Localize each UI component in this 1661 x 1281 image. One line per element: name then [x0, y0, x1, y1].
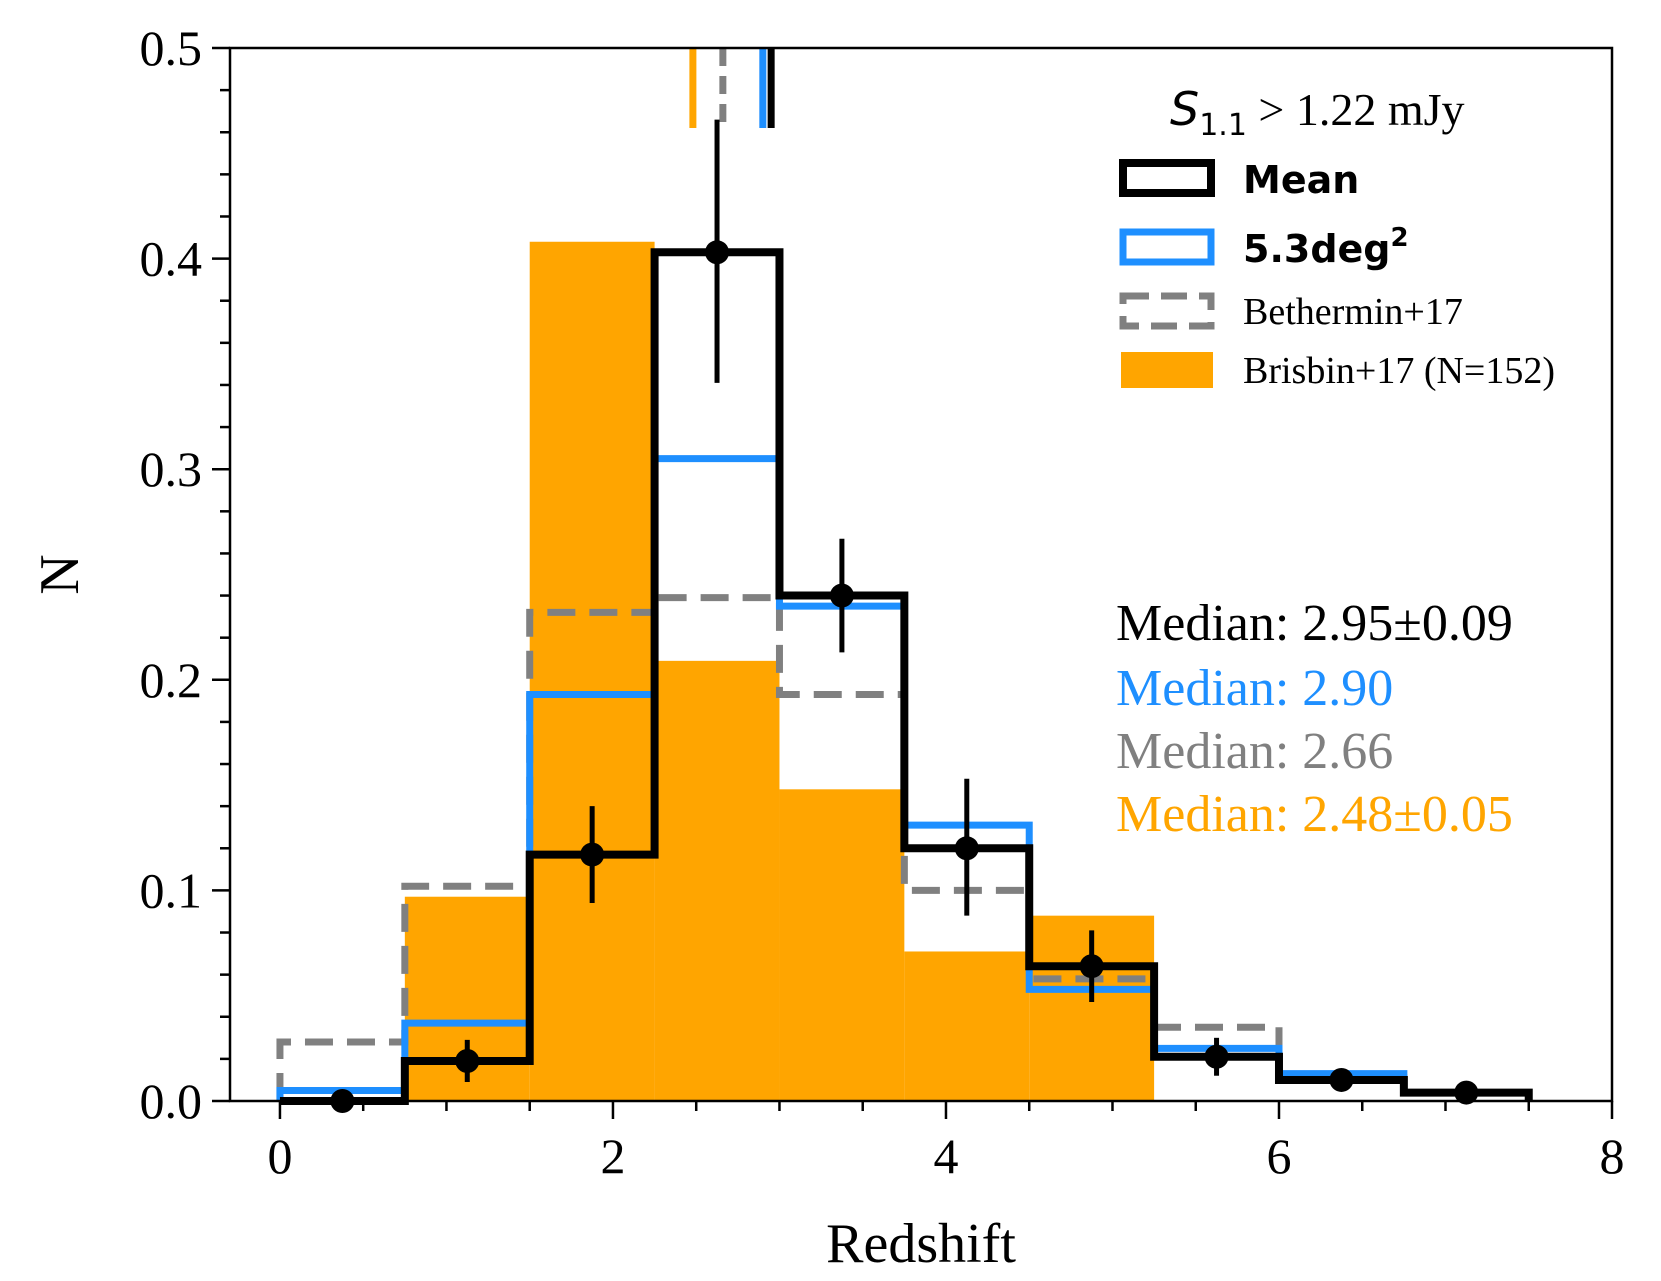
median-text-0: Median: 2.95±0.09 [1116, 595, 1513, 652]
legend-title-symbol: S [1170, 82, 1199, 136]
series-3-step [279, 248, 1533, 1105]
legend-swatch [1119, 228, 1215, 266]
data-point-4 [829, 583, 854, 608]
y-tick-label: 0.0 [140, 1073, 203, 1129]
legend-title-subscript: 1.1 [1199, 108, 1247, 143]
y-tick-label: 0.4 [140, 231, 203, 287]
median-text-1: Median: 2.90 [1116, 660, 1393, 717]
data-point-6 [1079, 954, 1104, 979]
y-tick-label: 0.2 [140, 652, 203, 708]
axes-layer: 0 2 4 6 8 0.0 0.1 0.2 0.3 0.4 0.5 Redshift N [29, 20, 1625, 1275]
legend-label: Brisbin+17 (N=152) [1243, 350, 1555, 392]
x-tick-label: 8 [1600, 1128, 1625, 1184]
x-tick-label: 4 [933, 1128, 958, 1184]
data-point-5 [954, 836, 979, 861]
legend-title: S1.1 > 1.22 mJy [1170, 82, 1465, 143]
legend-entry-0: Mean [1119, 158, 1359, 202]
median-text-block: Median: 2.95±0.09 Median: 2.90 Median: 2.6… [1116, 595, 1513, 843]
legend-swatch [1121, 352, 1213, 388]
legend-label-text: Mean [1243, 158, 1359, 202]
median-text-2: Median: 2.66 [1116, 723, 1393, 780]
error-bars-layer [330, 119, 1479, 1113]
legend-label-superscript: 2 [1391, 223, 1409, 253]
data-point-8 [1329, 1067, 1354, 1092]
y-tick-label: 0.1 [140, 862, 203, 918]
brisbin-bar-4 [779, 789, 905, 1101]
x-tick-label: 0 [267, 1128, 292, 1184]
legend-entry-2: Bethermin+17 [1119, 291, 1463, 333]
legend-label-text: Brisbin+17 (N=152) [1243, 350, 1555, 392]
data-point-9 [1454, 1080, 1479, 1105]
legend-label-text: Bethermin+17 [1243, 291, 1463, 333]
median-markers-layer [689, 48, 775, 128]
data-point-7 [1204, 1044, 1229, 1069]
y-axis-label: N [29, 554, 91, 594]
legend-title-rest: > 1.22 mJy [1247, 84, 1465, 135]
legend: S1.1 > 1.22 mJy Mean 5.3deg2 Bethermin+17 Br… [1119, 82, 1555, 392]
plot-frame [228, 46, 1614, 1103]
legend-entry-3: Brisbin+17 (N=152) [1121, 350, 1555, 392]
median-text-3: Median: 2.48±0.05 [1116, 786, 1513, 843]
data-point-1 [455, 1048, 480, 1073]
legend-label: Bethermin+17 [1243, 291, 1463, 333]
legend-label-text: 5.3deg [1243, 227, 1391, 271]
series-3-step-line [279, 248, 1533, 1105]
legend-swatch [1119, 292, 1215, 330]
brisbin-bars-layer [404, 241, 1155, 1101]
y-tick-label: 0.3 [140, 441, 203, 497]
y-tick-label: 0.5 [140, 20, 203, 76]
data-point-3 [705, 240, 730, 265]
legend-entry-1: 5.3deg2 [1119, 223, 1409, 271]
brisbin-bar-3 [654, 660, 780, 1101]
x-axis-label: Redshift [826, 1213, 1016, 1275]
legend-swatch [1119, 159, 1215, 197]
brisbin-bar-5 [904, 951, 1030, 1101]
data-point-2 [580, 842, 605, 867]
x-tick-label: 6 [1266, 1128, 1291, 1184]
x-tick-label: 2 [600, 1128, 625, 1184]
legend-label: 5.3deg2 [1243, 223, 1409, 271]
legend-label: Mean [1243, 158, 1359, 202]
brisbin-bar-2 [529, 241, 655, 1101]
